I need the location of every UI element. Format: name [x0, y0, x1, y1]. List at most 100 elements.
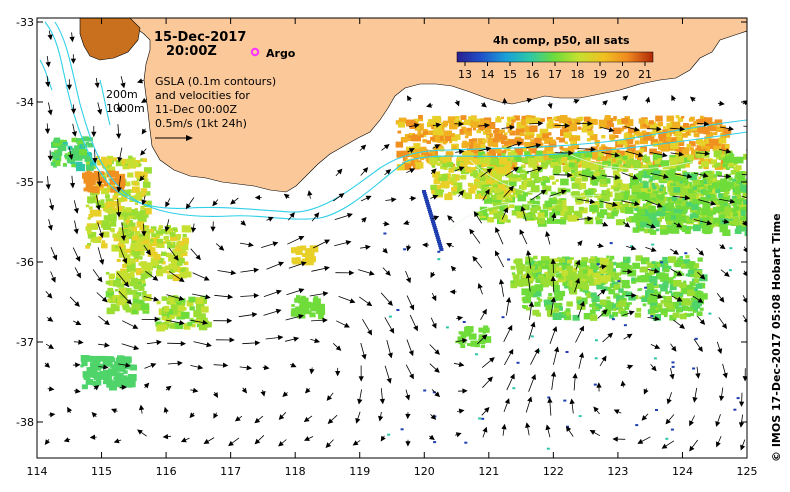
sst-patch	[722, 229, 731, 236]
sst-patch	[629, 162, 634, 166]
sst-patch	[408, 135, 414, 140]
sst-patch	[577, 126, 582, 130]
sst-patch	[633, 295, 639, 300]
sst-patch	[663, 138, 672, 146]
sst-patch	[493, 198, 502, 205]
sst-patch	[544, 299, 553, 307]
velocity-arrowhead	[74, 301, 80, 307]
velocity-arrowhead	[485, 146, 492, 152]
sst-patch	[484, 119, 490, 125]
sst-patch	[430, 158, 438, 165]
velocity-arrowhead	[430, 272, 436, 278]
sst-patch	[502, 193, 510, 200]
sst-patch	[665, 202, 675, 210]
sst-patch	[167, 297, 177, 305]
sst-patch	[688, 261, 695, 266]
velocity-arrowhead	[140, 149, 146, 156]
sst-patch	[486, 151, 490, 155]
velocity-arrowhead	[67, 406, 73, 413]
axes: 114 115 116 117 118 119 120 121 122 123 124 125-33-…	[16, 16, 757, 478]
sst-patch	[95, 174, 101, 179]
sst-patch	[637, 288, 641, 292]
sst-patch	[172, 249, 177, 253]
velocity-arrowhead	[361, 354, 367, 360]
sst-patch	[504, 189, 511, 195]
sst-patch	[97, 363, 104, 369]
sst-patch	[660, 285, 668, 292]
sst-patch	[165, 225, 171, 230]
sst-patch	[99, 176, 103, 180]
sst-patch	[451, 186, 457, 192]
sst-patch	[514, 148, 523, 155]
sst-patch	[664, 263, 668, 267]
sst-patch	[620, 191, 629, 198]
sst-patch	[615, 158, 621, 163]
sst-patch	[87, 217, 91, 220]
velocity-arrowhead	[156, 339, 162, 346]
velocity-arrowhead	[481, 102, 487, 108]
sst-patch-speck	[729, 247, 733, 250]
sst-patch	[712, 206, 721, 213]
sst-patch	[93, 377, 98, 381]
sst-patch	[137, 249, 145, 256]
sst-patch	[546, 310, 555, 317]
velocity-arrowhead	[298, 314, 304, 320]
sst-patch	[142, 308, 150, 314]
sst-patch	[485, 178, 493, 185]
sst-patch	[125, 158, 133, 165]
sst-patch	[633, 228, 639, 233]
sst-patch	[615, 219, 624, 226]
velocity-arrowhead	[152, 275, 159, 281]
y-tick-label: -35	[16, 176, 34, 189]
sst-patch-speck	[617, 280, 621, 283]
sst-patch	[704, 117, 713, 124]
sst-patch	[686, 289, 696, 297]
sst-patch	[708, 187, 717, 195]
sst-patch-cold	[435, 236, 440, 239]
sst-patch	[631, 277, 636, 282]
sst-patch	[57, 144, 67, 152]
sst-patch	[621, 118, 629, 124]
sst-patch	[659, 215, 665, 219]
sst-patch	[464, 135, 469, 139]
velocity-arrowhead	[324, 239, 331, 245]
sst-patch	[566, 301, 573, 307]
velocity-arrowhead	[336, 168, 343, 175]
velocity-arrowhead	[689, 420, 694, 427]
sst-patch	[101, 156, 107, 161]
sst-patch	[650, 297, 658, 303]
sst-patch	[526, 115, 531, 119]
sst-patch	[88, 214, 94, 218]
sst-patch	[90, 223, 98, 230]
sst-patch	[291, 308, 297, 313]
sst-patch	[727, 208, 733, 213]
sst-patch	[608, 258, 613, 262]
x-tick-label: 123	[607, 465, 628, 478]
sst-patch	[520, 184, 527, 190]
velocity-arrowhead	[46, 292, 53, 299]
sst-patch	[595, 216, 600, 221]
velocity-arrowhead	[614, 174, 621, 180]
velocity-arrowhead	[469, 228, 475, 235]
sst-patch	[131, 248, 141, 256]
sst-patch	[615, 154, 622, 160]
sst-patch	[530, 185, 540, 193]
velocity-arrowhead	[138, 404, 145, 411]
sst-patch	[111, 171, 119, 178]
sst-patch	[492, 142, 499, 148]
sst-patch	[103, 182, 109, 187]
sst-patch	[649, 276, 658, 283]
sst-patch	[636, 307, 642, 312]
sst-patch	[643, 133, 652, 141]
sst-patch	[174, 236, 181, 241]
sst-patch-cold	[432, 224, 437, 227]
sst-patch	[612, 127, 621, 135]
velocity-arrowhead	[540, 189, 547, 195]
velocity-arrowhead	[653, 268, 660, 274]
velocity-arrowhead	[195, 254, 201, 261]
sst-patch	[723, 194, 729, 198]
sst-patch	[109, 376, 113, 379]
sst-patch	[656, 272, 665, 280]
sst-patch	[156, 270, 164, 277]
sst-patch	[582, 121, 592, 129]
